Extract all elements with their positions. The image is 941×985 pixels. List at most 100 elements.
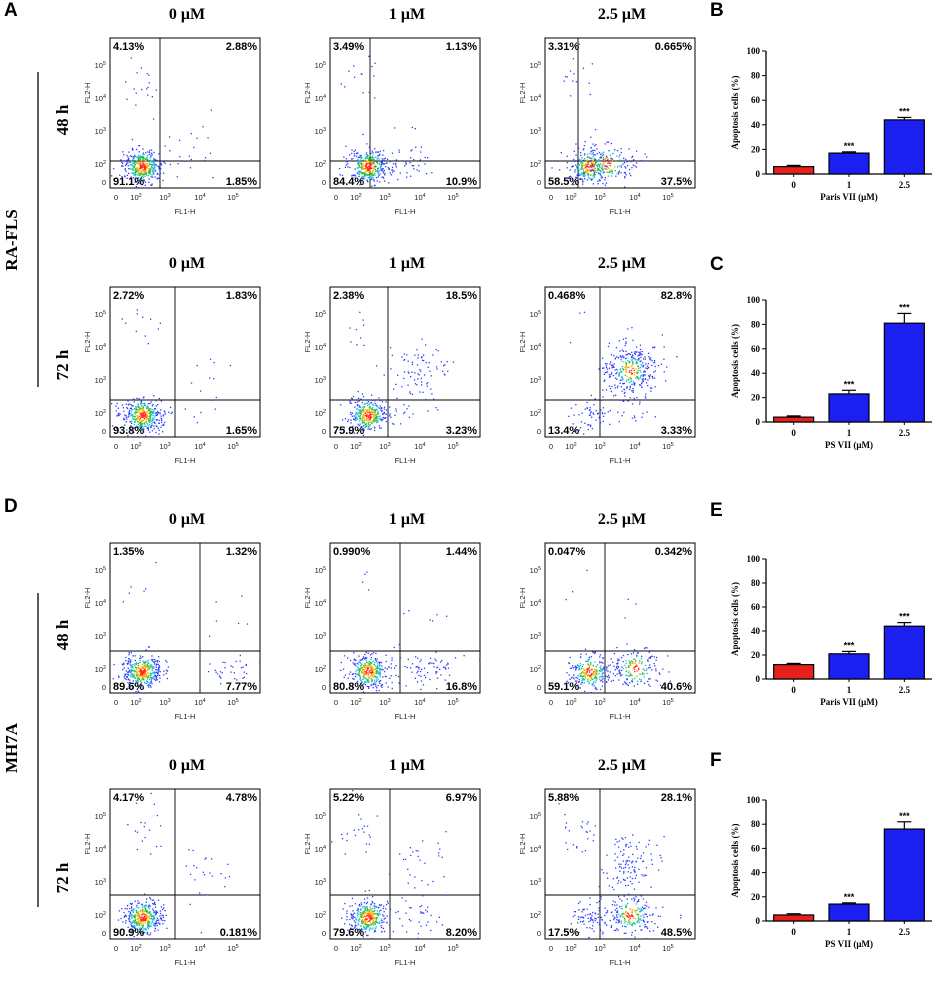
event-dot: [410, 376, 412, 378]
event-dot: [635, 368, 637, 370]
event-dot: [138, 182, 140, 184]
event-dot: [131, 925, 133, 928]
event-dot: [601, 679, 603, 681]
event-dot: [137, 667, 140, 669]
event-dot: [415, 850, 417, 852]
event-dot: [155, 675, 157, 677]
event-dot: [595, 681, 597, 683]
event-dot: [631, 383, 633, 385]
event-dot: [411, 363, 414, 365]
event-dot: [360, 413, 362, 415]
plot-frame: [109, 542, 261, 694]
event-dot: [651, 387, 653, 389]
event-dot: [354, 921, 357, 924]
event-dot: [142, 409, 144, 412]
event-dot: [155, 159, 157, 161]
event-dot: [379, 913, 381, 915]
event-dot: [136, 156, 138, 158]
event-dot: [196, 137, 198, 139]
event-dot: [153, 158, 155, 161]
event-dot: [366, 934, 368, 937]
event-dot: [634, 677, 636, 680]
event-dot: [382, 160, 384, 162]
y-tick-label: 105: [95, 812, 106, 821]
event-dot: [151, 422, 153, 425]
event-dot: [149, 664, 151, 667]
event-dot: [584, 174, 586, 177]
event-dot: [129, 913, 131, 915]
event-dot: [607, 141, 610, 143]
event-dot: [643, 364, 645, 367]
event-dot: [584, 175, 586, 178]
event-dot: [602, 657, 604, 659]
event-dot: [617, 662, 619, 664]
event-dot: [138, 902, 140, 904]
event-dot: [378, 397, 380, 399]
event-dot: [586, 670, 588, 672]
event-dot: [349, 905, 351, 907]
event-dot: [417, 354, 419, 356]
event-dot: [580, 653, 582, 655]
event-dot: [142, 148, 144, 150]
event-dot: [425, 398, 427, 401]
quadrant-upper-left-pct: 3.49%: [333, 41, 364, 53]
event-dot: [602, 666, 605, 668]
event-dot: [151, 170, 154, 172]
event-dot: [151, 660, 154, 662]
event-dot: [586, 163, 588, 166]
event-dot: [140, 407, 142, 409]
event-dot: [367, 652, 369, 654]
event-dot: [151, 672, 153, 675]
event-dot: [349, 923, 351, 926]
event-dot: [356, 172, 358, 174]
event-dot: [362, 425, 364, 428]
event-dot: [599, 661, 601, 663]
event-dot: [601, 165, 603, 167]
event-dot: [609, 423, 611, 426]
event-dot: [372, 666, 374, 668]
event-dot: [359, 661, 362, 664]
event-dot: [152, 160, 154, 162]
event-dot: [146, 414, 148, 417]
event-dot: [358, 672, 360, 675]
event-dot: [629, 664, 632, 666]
event-dot: [595, 918, 597, 920]
event-dot: [584, 153, 586, 155]
event-dot: [131, 138, 133, 141]
x-tick-label: 104: [414, 944, 425, 953]
quadrant-lower-right-pct: 1.65%: [226, 425, 257, 437]
event-dot: [364, 928, 366, 930]
event-dot: [147, 684, 149, 687]
event-dot: [145, 927, 147, 930]
event-dot: [343, 676, 345, 678]
event-dot: [583, 668, 585, 670]
event-dot: [620, 922, 622, 924]
event-dot: [121, 663, 123, 665]
event-dot: [346, 839, 348, 842]
event-dot: [648, 375, 650, 377]
event-dot: [351, 412, 354, 414]
event-dot: [140, 928, 142, 930]
event-dot: [383, 159, 385, 162]
event-dot: [630, 653, 633, 655]
event-dot: [608, 171, 610, 173]
event-dot: [364, 910, 367, 912]
event-dot: [588, 656, 590, 658]
event-dot: [137, 163, 140, 165]
event-dot: [447, 667, 450, 669]
event-dot: [365, 666, 368, 668]
event-dot: [583, 669, 586, 672]
event-dot: [361, 921, 363, 923]
event-dot: [395, 674, 397, 676]
event-dot: [162, 919, 164, 922]
event-dot: [598, 165, 601, 167]
event-dot: [366, 414, 368, 416]
event-dot: [148, 74, 150, 76]
event-dot: [397, 675, 400, 678]
event-dot: [144, 836, 146, 839]
event-dot: [647, 660, 649, 662]
event-dot: [370, 152, 372, 154]
event-dot: [369, 676, 371, 678]
event-dot: [121, 688, 124, 690]
event-dot: [651, 364, 653, 367]
